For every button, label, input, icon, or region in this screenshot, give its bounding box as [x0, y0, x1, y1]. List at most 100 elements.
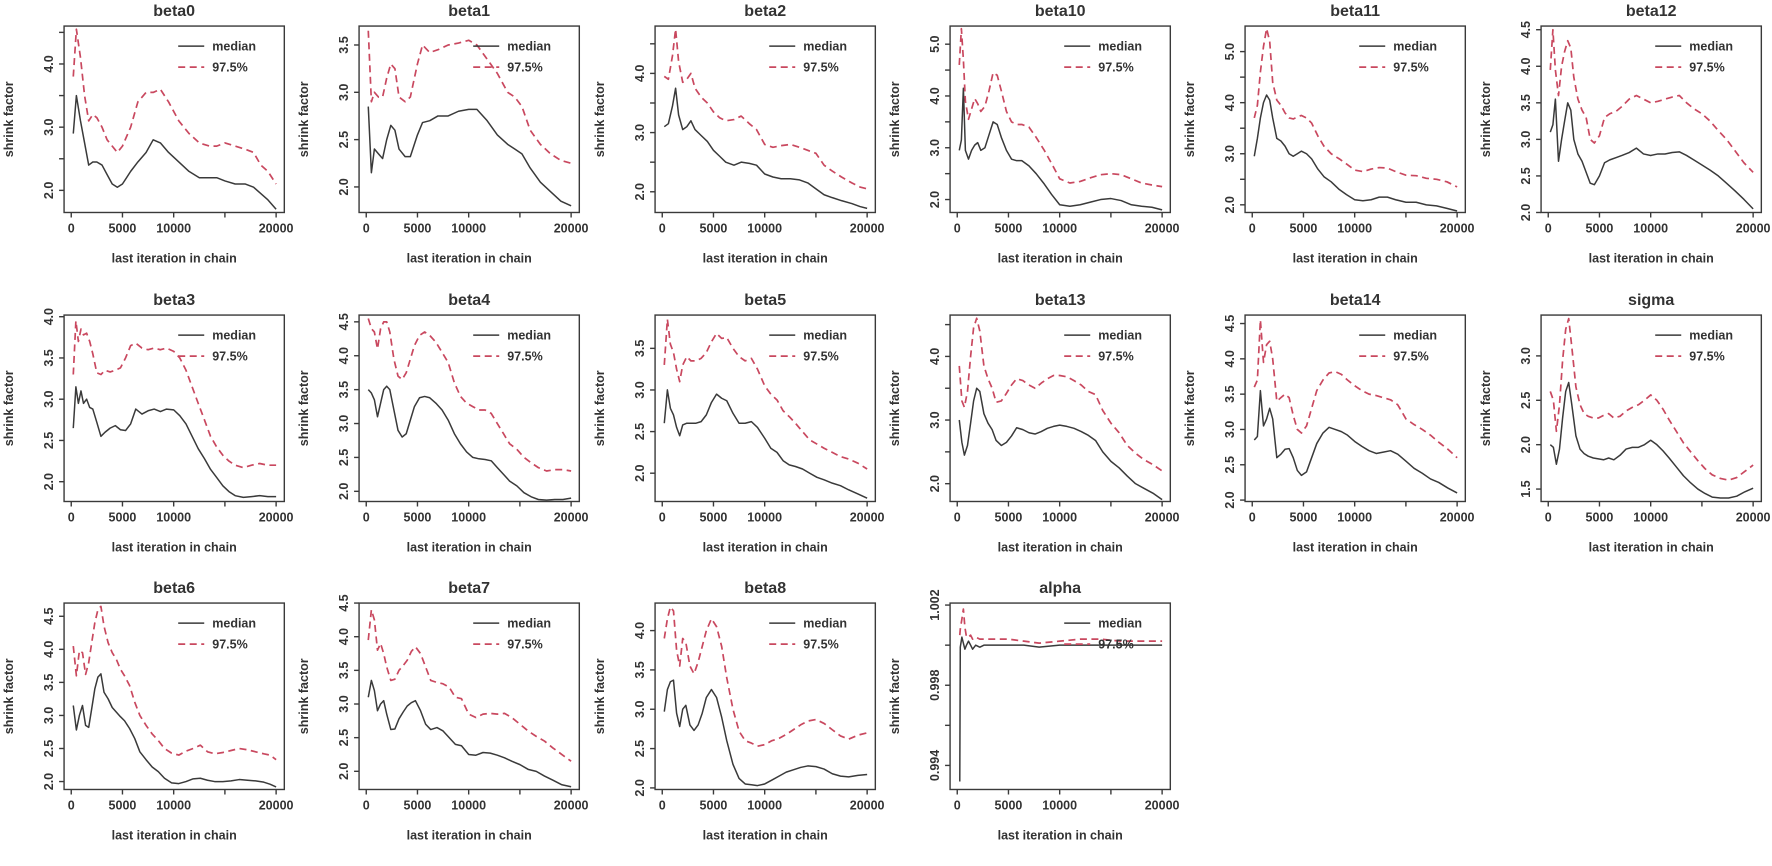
- x-tick-label: 20000: [1440, 510, 1475, 524]
- plot-box: [654, 25, 876, 214]
- x-tick-label: 5000: [109, 799, 137, 813]
- y-tick-label: 0.998: [928, 670, 942, 701]
- legend: median 97.5%: [1654, 40, 1733, 75]
- y-tick-label: 2.0: [1223, 196, 1237, 213]
- y-tick-label: 3.0: [337, 84, 351, 101]
- x-tick-label: 5000: [699, 222, 727, 236]
- x-axis-label: last iteration in chain: [702, 540, 827, 554]
- legend-median-label: median: [803, 617, 847, 631]
- median-line: [367, 680, 572, 788]
- y-tick-label: 3.0: [42, 390, 56, 407]
- legend-median-label: median: [508, 328, 552, 342]
- subplot-beta0: beta0 0 5000 10000 20000 2.0 3.0 4.0 last iterat…: [2, 2, 294, 266]
- y-tick-label: 4.5: [337, 313, 351, 330]
- legend: median 97.5%: [1064, 617, 1142, 652]
- legend-p975-label: 97.5%: [1689, 61, 1724, 75]
- p975-line: [72, 319, 277, 469]
- x-tick-label: 10000: [1338, 510, 1373, 524]
- y-tick-label: 2.0: [928, 191, 942, 208]
- x-tick-label: 10000: [747, 799, 782, 813]
- median-line: [367, 106, 572, 207]
- legend-median-label: median: [212, 328, 256, 342]
- legend: median 97.5%: [1064, 40, 1142, 75]
- x-tick-label: 20000: [259, 510, 294, 524]
- y-tick-label: 4.5: [42, 608, 56, 625]
- plot-title: beta14: [1330, 291, 1381, 309]
- x-tick-label: 5000: [404, 510, 432, 524]
- plot-title: beta12: [1625, 2, 1676, 20]
- plot-title: beta11: [1331, 2, 1381, 20]
- y-tick-label: 2.0: [928, 475, 942, 492]
- y-tick-label: 3.5: [337, 381, 351, 398]
- y-tick-label: 4.5: [1223, 314, 1237, 331]
- x-tick-label: 20000: [1735, 510, 1770, 524]
- subplot-beta4: beta4 0 5000 10000 20000 2.0 2.5 3.0 3.5 4.0 4.5 la…: [297, 291, 589, 555]
- x-tick-label: 20000: [259, 222, 294, 236]
- x-tick-label: 20000: [849, 799, 884, 813]
- y-axis-label: shrink factor: [2, 659, 16, 735]
- y-axis-label: shrink factor: [593, 81, 607, 157]
- subplot-sigma: sigma 0 5000 10000 20000 1.5 2.0 2.5 3.0 last ite…: [1479, 291, 1771, 555]
- y-tick-label: 3.5: [1519, 94, 1533, 111]
- legend-p975-label: 97.5%: [1098, 61, 1133, 75]
- x-tick-label: 20000: [849, 222, 884, 236]
- y-axis-label: shrink factor: [888, 81, 902, 157]
- subplot-beta3: beta3 0 5000 10000 20000 2.0 2.5 3.0 3.5 4.0 last …: [2, 291, 294, 555]
- median-line: [958, 87, 1163, 211]
- y-tick-label: 3.0: [928, 139, 942, 156]
- y-tick-label: 3.0: [337, 414, 351, 431]
- median-line: [663, 388, 868, 499]
- x-tick-label: 10000: [1042, 510, 1077, 524]
- y-tick-label: 2.0: [633, 464, 647, 481]
- x-tick-label: 0: [954, 799, 961, 813]
- y-tick-label: 4.0: [42, 641, 56, 658]
- plot-title: sigma: [1628, 291, 1675, 309]
- subplot-cell-sigma: sigma 0 5000 10000 20000 1.5 2.0 2.5 3.0 last ite…: [1477, 289, 1772, 578]
- x-axis-label: last iteration in chain: [702, 829, 827, 843]
- subplot-cell-beta4: beta4 0 5000 10000 20000 2.0 2.5 3.0 3.5 4.0 4.5 la…: [295, 289, 590, 578]
- subplot-beta8: beta8 0 5000 10000 20000 2.0 2.5 3.0 3.5 4.0 last …: [593, 579, 885, 843]
- legend: median 97.5%: [473, 328, 552, 363]
- legend: median 97.5%: [1359, 40, 1437, 75]
- subplot-beta14: beta14 0 5000 10000 20000 2.0 2.5 3.0 3.5 4.0 4.5 l…: [1183, 291, 1475, 555]
- y-tick-label: 4.0: [337, 628, 351, 645]
- x-tick-label: 10000: [1042, 222, 1077, 236]
- x-tick-label: 5000: [1290, 510, 1318, 524]
- legend-p975-label: 97.5%: [212, 61, 247, 75]
- y-axis-label: shrink factor: [297, 659, 311, 735]
- y-tick-label: 3.0: [42, 707, 56, 724]
- plot-box: [1540, 314, 1762, 502]
- legend-p975-label: 97.5%: [803, 638, 838, 652]
- plot-title: beta3: [153, 291, 195, 309]
- subplot-cell-beta1: beta1 0 5000 10000 20000 2.0 2.5 3.0 3.5 last ite…: [295, 0, 590, 289]
- y-tick-label: 2.5: [42, 431, 56, 448]
- median-line: [72, 673, 277, 788]
- y-tick-label: 2.0: [42, 473, 56, 490]
- x-tick-label: 20000: [259, 799, 294, 813]
- legend-p975-label: 97.5%: [212, 349, 247, 363]
- subplot-cell-beta8: beta8 0 5000 10000 20000 2.0 2.5 3.0 3.5 4.0 last …: [591, 577, 886, 866]
- legend-median-label: median: [212, 617, 256, 631]
- y-tick-label: 1.5: [1519, 480, 1533, 497]
- y-tick-label: 2.0: [337, 763, 351, 780]
- y-tick-label: 4.5: [337, 595, 351, 612]
- x-tick-label: 0: [658, 510, 665, 524]
- legend: median 97.5%: [1359, 328, 1437, 363]
- y-tick-label: 2.0: [633, 183, 647, 200]
- x-tick-label: 20000: [849, 510, 884, 524]
- y-axis-label: shrink factor: [888, 370, 902, 446]
- x-tick-label: 5000: [404, 222, 432, 236]
- p975-line: [367, 609, 572, 763]
- median-line: [663, 87, 867, 210]
- legend: median 97.5%: [178, 617, 256, 652]
- x-axis-label: last iteration in chain: [1588, 252, 1713, 266]
- y-tick-label: 2.0: [337, 178, 351, 195]
- y-axis-label: shrink factor: [593, 659, 607, 735]
- plot-box: [1244, 25, 1467, 214]
- y-tick-label: 2.0: [42, 182, 56, 199]
- legend-median-label: median: [212, 40, 256, 54]
- x-tick-label: 5000: [404, 799, 432, 813]
- y-tick-label: 3.0: [1519, 131, 1533, 148]
- subplot-beta6: beta6 0 5000 10000 20000 2.0 2.5 3.0 3.5 4.0 4.5 la…: [2, 579, 294, 843]
- y-tick-label: 4.0: [42, 55, 56, 72]
